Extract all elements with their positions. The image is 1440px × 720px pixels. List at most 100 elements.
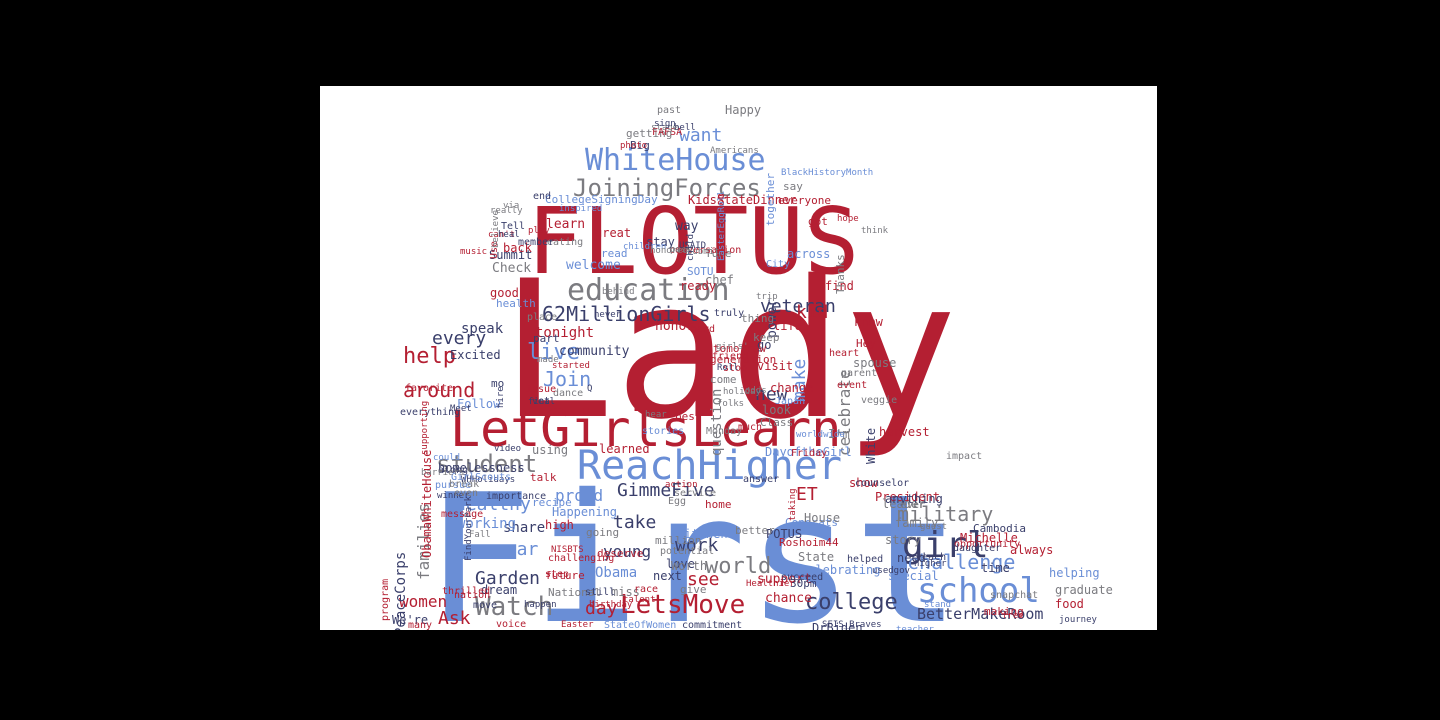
word-cloud-word: JoiningForces xyxy=(573,174,761,202)
word-cloud-word: never xyxy=(594,310,622,320)
word-cloud-word: trip xyxy=(756,292,778,302)
word-cloud-word: via xyxy=(503,201,520,211)
word-cloud-word: hard xyxy=(691,324,716,335)
word-cloud-word: veggie xyxy=(861,395,898,406)
word-cloud-word: eating xyxy=(547,237,584,248)
word-cloud-word: past xyxy=(657,105,682,116)
word-cloud-word: break xyxy=(449,479,480,490)
word-cloud-word: know xyxy=(854,315,883,329)
word-cloud-word: potential xyxy=(660,546,715,557)
word-cloud-word: think xyxy=(861,226,889,236)
word-cloud-word: Americans xyxy=(710,146,759,156)
word-cloud-word: POTUS xyxy=(766,527,803,541)
word-cloud-word: best xyxy=(675,410,702,423)
word-cloud-word: Egg xyxy=(668,496,687,507)
word-cloud-word: learned xyxy=(599,442,650,456)
word-cloud-word: love xyxy=(666,557,695,571)
word-cloud-word: music xyxy=(460,247,488,257)
word-cloud-word: higher xyxy=(914,559,947,569)
word-cloud-word: always xyxy=(1010,543,1054,557)
word-cloud-word: around xyxy=(403,378,476,402)
word-cloud-word: everything xyxy=(400,407,461,418)
word-cloud-word: Meet xyxy=(450,404,472,414)
word-cloud-word: can't xyxy=(488,230,516,240)
word-cloud-word: WHHolidays xyxy=(461,475,516,485)
word-cloud-word: 30pm xyxy=(790,577,817,590)
word-cloud-word: kid xyxy=(796,302,829,323)
word-cloud-word: talk xyxy=(530,471,557,484)
word-cloud-word: talent xyxy=(623,595,656,605)
word-cloud-word: Ask xyxy=(438,608,471,629)
word-cloud-word: dream xyxy=(481,583,518,597)
word-cloud-word: Worth xyxy=(671,559,708,573)
word-cloud-word: FindYourPark xyxy=(464,495,474,561)
word-cloud-word: still xyxy=(585,587,616,598)
word-cloud-word: program xyxy=(380,578,391,621)
word-cloud-word: Healthier xyxy=(746,579,795,589)
word-cloud-word: White xyxy=(864,427,878,464)
word-cloud-word: winner xyxy=(437,491,470,501)
word-cloud-word: high xyxy=(545,518,574,532)
word-cloud-word: guest xyxy=(920,522,948,532)
word-cloud-word: stage xyxy=(651,123,679,133)
word-cloud: Lady First FLOTUS LetGirlsLearn ReachHigher W… xyxy=(320,86,1157,630)
word-cloud-word: opportunity xyxy=(954,539,1021,550)
word-cloud-word: journey xyxy=(1059,615,1097,625)
word-cloud-word: Monday xyxy=(706,426,743,437)
word-cloud-word: nation xyxy=(454,590,491,601)
word-cloud-word: welcome xyxy=(566,258,621,273)
word-cloud-word: many xyxy=(408,620,433,631)
word-cloud-word: Friday xyxy=(791,448,828,459)
word-cloud-word: GimmeFive xyxy=(617,480,715,501)
word-cloud-word: miss xyxy=(611,585,640,599)
word-cloud-word: WhiteHouse xyxy=(585,143,766,178)
word-cloud-word: story xyxy=(885,533,922,547)
word-cloud-word: next xyxy=(653,569,682,583)
word-cloud-word: anything xyxy=(885,492,943,506)
word-cloud-word: take xyxy=(613,512,657,533)
word-cloud-word: ObamaWhiteHouse xyxy=(420,449,434,558)
word-cloud-word: using xyxy=(532,443,569,457)
word-cloud-word: healthy xyxy=(455,494,531,515)
word-cloud-word: back xyxy=(503,241,532,255)
word-cloud-word: daughter xyxy=(953,543,1002,554)
word-cloud-word: made xyxy=(537,355,559,365)
word-cloud-word: way xyxy=(675,219,699,234)
word-cloud-word: speak xyxy=(461,321,504,337)
word-cloud-word: stories xyxy=(642,426,685,437)
word-cloud-word: find xyxy=(825,279,854,293)
word-cloud-word: great xyxy=(595,226,632,240)
word-cloud-word: Easter xyxy=(561,620,594,630)
word-cloud-word: along xyxy=(438,465,469,476)
word-cloud-word: young xyxy=(603,542,652,561)
word-cloud-word: homelessness xyxy=(438,461,525,475)
word-cloud-word: race xyxy=(634,584,659,595)
word-cloud-word: work xyxy=(675,535,719,556)
word-cloud-word: commitment xyxy=(682,620,743,631)
word-cloud-word: working xyxy=(457,516,517,532)
word-cloud-word: stand xyxy=(924,600,952,610)
word-cloud-word: give xyxy=(680,583,707,596)
word-cloud-word: hope xyxy=(837,214,859,224)
word-cloud-word: bell xyxy=(674,123,696,133)
word-cloud-word: support xyxy=(757,572,812,587)
word-cloud-word: recipe xyxy=(532,496,572,509)
word-cloud-word: snapchat xyxy=(990,590,1039,601)
word-cloud-word: message xyxy=(441,509,484,520)
word-cloud-word: counselor xyxy=(855,478,910,489)
word-cloud-word: hear xyxy=(645,410,667,420)
word-cloud-word: FLOTUS xyxy=(527,188,860,295)
word-cloud-word: food xyxy=(1055,597,1084,611)
word-cloud-word: action xyxy=(665,480,698,490)
word-cloud-word: school xyxy=(917,571,1040,611)
word-cloud-word: teacher xyxy=(896,625,934,631)
word-cloud-word: stop xyxy=(723,363,748,374)
word-cloud-word: share xyxy=(503,520,546,536)
word-cloud-word: folks xyxy=(717,399,745,409)
word-cloud-word: visit xyxy=(757,359,794,373)
word-cloud-word: girls' xyxy=(716,342,749,352)
word-cloud-word: Congrats xyxy=(785,516,838,529)
word-cloud-word: Garden xyxy=(475,568,541,589)
word-cloud-word: ReachHigher xyxy=(577,443,842,489)
word-cloud-word: end xyxy=(533,191,552,202)
